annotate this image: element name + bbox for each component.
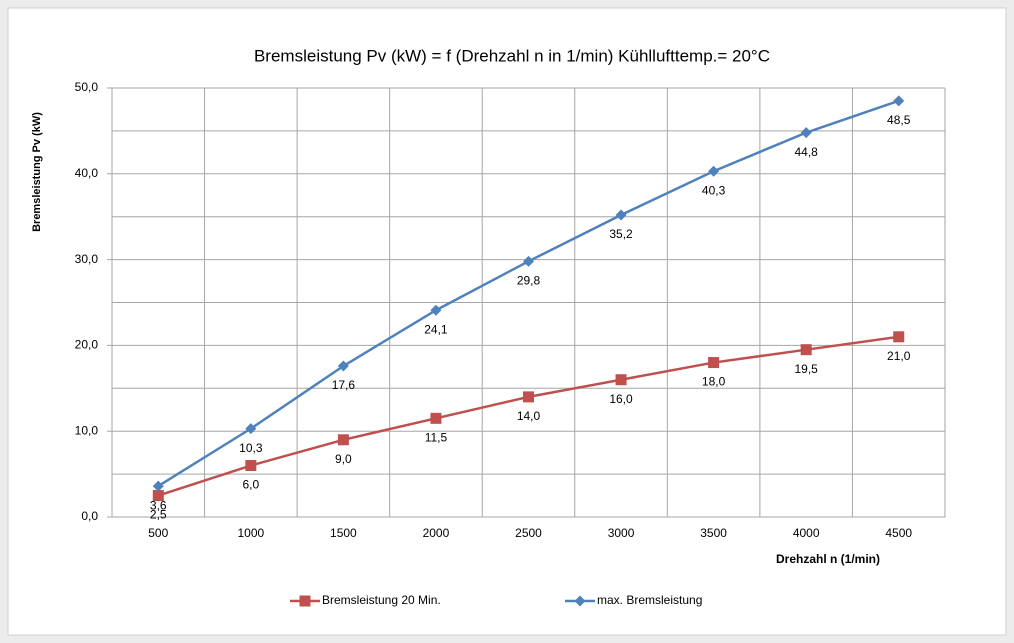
marker — [152, 490, 164, 502]
marker — [800, 127, 812, 139]
x-tick-label: 500 — [148, 526, 168, 540]
marker — [430, 304, 442, 316]
y-tick-label: 40,0 — [75, 166, 99, 180]
x-tick-label: 4000 — [793, 526, 820, 540]
marker — [152, 480, 164, 492]
x-tick-label: 1500 — [330, 526, 357, 540]
data-label: 14,0 — [517, 409, 541, 423]
data-label: 11,5 — [425, 431, 448, 445]
marker — [299, 595, 311, 607]
marker — [245, 423, 257, 435]
marker — [708, 357, 720, 369]
y-tick-label: 30,0 — [75, 252, 99, 266]
data-label: 19,5 — [794, 362, 818, 376]
legend-label: max. Bremsleistung — [597, 593, 702, 607]
data-label: 16,0 — [609, 392, 633, 406]
marker — [337, 434, 349, 446]
data-label: 6,0 — [242, 478, 259, 492]
chart-frame — [7, 7, 1007, 636]
x-axis-label: Drehzahl n (1/min) — [776, 552, 880, 566]
marker — [523, 255, 534, 267]
y-tick-label: 0,0 — [81, 509, 98, 523]
data-label: 17,6 — [332, 378, 356, 392]
y-tick-label: 10,0 — [75, 423, 99, 437]
marker — [430, 412, 442, 424]
data-label: 18,0 — [702, 375, 726, 389]
x-tick-label: 2500 — [515, 526, 542, 540]
y-tick-label: 20,0 — [75, 338, 99, 352]
data-label: 10,3 — [239, 441, 263, 455]
marker — [615, 374, 627, 386]
marker — [245, 460, 257, 472]
marker — [893, 331, 905, 343]
data-label: 44,8 — [794, 145, 818, 159]
x-tick-label: 3500 — [700, 526, 727, 540]
marker — [337, 360, 349, 372]
x-tick-label: 2000 — [423, 526, 450, 540]
x-tick-label: 4500 — [885, 526, 912, 540]
data-label: 40,3 — [702, 183, 726, 197]
legend-label: Bremsleistung 20 Min. — [322, 593, 441, 607]
marker — [615, 209, 627, 221]
data-label: 2,5 — [150, 508, 167, 522]
data-label: 3,6 — [150, 498, 167, 512]
marker — [708, 165, 720, 177]
marker — [574, 595, 586, 607]
marker — [523, 391, 534, 403]
x-tick-label: 1000 — [237, 526, 264, 540]
data-label: 9,0 — [335, 452, 352, 466]
marker — [893, 95, 905, 107]
y-axis-label: Bremsleistung Pv (kW) — [31, 112, 43, 232]
data-label: 24,1 — [424, 322, 448, 336]
y-tick-label: 50,0 — [75, 80, 99, 94]
x-tick-label: 3000 — [608, 526, 635, 540]
data-label: 21,0 — [887, 349, 911, 363]
data-label: 48,5 — [887, 113, 911, 127]
data-label: 35,2 — [609, 227, 633, 241]
data-label: 29,8 — [517, 273, 541, 287]
marker — [800, 344, 812, 356]
chart-title: Bremsleistung Pv (kW) = f (Drehzahl n in… — [254, 46, 770, 65]
